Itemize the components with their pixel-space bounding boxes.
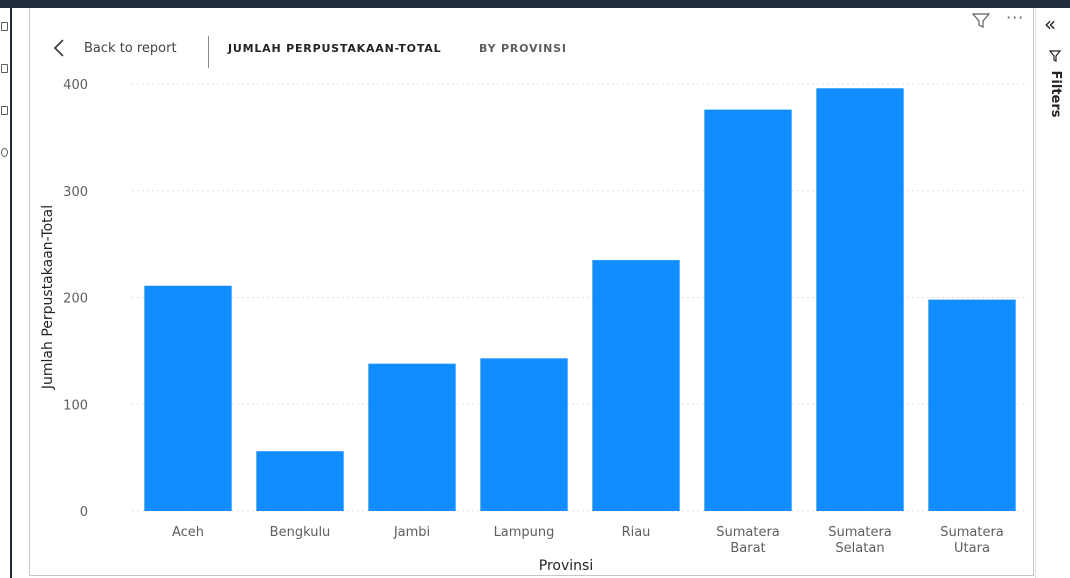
bar-bengkulu[interactable] [256,451,344,511]
report-nav-strip [0,8,12,578]
back-to-report-button[interactable]: Back to report [84,41,177,56]
bar-lampung[interactable] [480,358,568,511]
x-tick-label: Jambi [393,525,430,540]
data-view-icon[interactable] [1,64,8,73]
dax-query-icon[interactable] [1,148,8,157]
bar-sumatera-utara[interactable] [928,299,1016,511]
chevron-left-icon[interactable] [52,38,66,62]
visual-subtitle: BY PROVINSI [479,42,567,55]
bar-riau[interactable] [592,260,680,511]
x-tick-label: Utara [954,541,990,556]
x-tick-label: Aceh [172,525,204,540]
report-view-icon[interactable] [1,22,8,31]
y-axis-title: Jumlah Perpustakaan-Total [40,205,56,390]
filters-pane-label[interactable]: Filters [1048,50,1063,118]
bar-sumatera-barat[interactable] [704,109,792,512]
window-top-border [0,0,1070,8]
y-tick-label: 100 [63,398,88,413]
x-axis-title: Provinsi [539,558,593,574]
model-view-icon[interactable] [1,106,8,115]
y-tick-label: 200 [63,292,88,307]
bar-sumatera-selatan[interactable] [816,88,904,512]
filters-label-text: Filters [1048,70,1063,118]
header-divider [208,36,209,68]
y-tick-label: 400 [63,78,88,93]
x-tick-label: Sumatera [828,525,892,540]
x-tick-label: Lampung [494,525,555,540]
x-tick-label: Sumatera [940,525,1004,540]
x-tick-label: Selatan [835,541,884,556]
x-tick-label: Barat [730,541,765,556]
x-tick-label: Sumatera [716,525,780,540]
bar-jambi[interactable] [368,363,456,511]
filters-pane[interactable] [1035,8,1070,578]
bar-aceh[interactable] [144,285,232,511]
filter-funnel-icon[interactable] [971,13,991,33]
double-chevron-left-icon[interactable]: « [1044,12,1057,36]
x-tick-label: Bengkulu [270,525,331,540]
y-tick-label: 300 [63,185,88,200]
visual-title: JUMLAH PERPUSTAKAAN-TOTAL [228,42,442,55]
x-tick-label: Riau [622,525,651,540]
filters-funnel-icon [1048,50,1062,62]
y-tick-label: 0 [80,505,88,520]
more-options-icon[interactable]: ··· [1006,8,1025,27]
